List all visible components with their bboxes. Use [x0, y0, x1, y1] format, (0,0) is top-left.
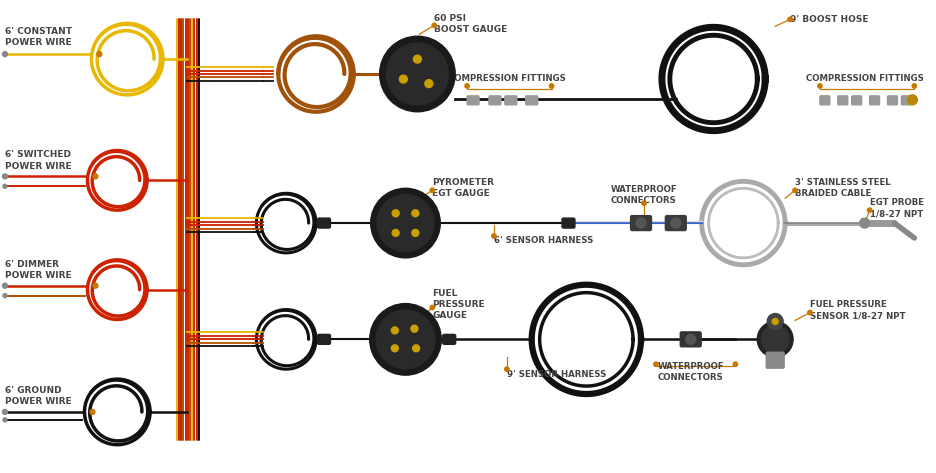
FancyBboxPatch shape: [887, 96, 898, 105]
Circle shape: [425, 79, 432, 88]
Circle shape: [465, 84, 469, 88]
Circle shape: [733, 362, 738, 367]
Circle shape: [757, 322, 793, 357]
Text: 9' BOOST HOSE: 9' BOOST HOSE: [790, 15, 869, 24]
Circle shape: [907, 95, 917, 105]
Text: 60 PSI
BOOST GAUGE: 60 PSI BOOST GAUGE: [434, 14, 507, 35]
Circle shape: [97, 52, 102, 57]
Circle shape: [913, 84, 916, 88]
Text: FUEL
PRESSURE
GAUGE: FUEL PRESSURE GAUGE: [432, 289, 485, 320]
Circle shape: [3, 184, 7, 188]
Circle shape: [788, 17, 792, 22]
Circle shape: [3, 283, 7, 288]
Circle shape: [808, 310, 812, 315]
FancyBboxPatch shape: [870, 96, 880, 105]
Circle shape: [772, 318, 778, 324]
Circle shape: [370, 304, 441, 375]
FancyBboxPatch shape: [505, 96, 517, 105]
Circle shape: [431, 188, 434, 193]
Circle shape: [376, 310, 435, 368]
FancyBboxPatch shape: [820, 96, 830, 105]
FancyBboxPatch shape: [489, 96, 501, 105]
Circle shape: [387, 43, 448, 105]
Circle shape: [636, 218, 646, 228]
Text: EGT PROBE
1/8-27 NPT: EGT PROBE 1/8-27 NPT: [870, 198, 924, 218]
Text: 6' DIMMER
POWER WIRE: 6' DIMMER POWER WIRE: [5, 260, 71, 280]
Circle shape: [3, 294, 7, 298]
Text: 3' STAINLESS STEEL
BRAIDED CABLE: 3' STAINLESS STEEL BRAIDED CABLE: [795, 178, 891, 198]
Circle shape: [868, 208, 871, 212]
Circle shape: [3, 410, 7, 414]
Circle shape: [377, 194, 434, 252]
Circle shape: [412, 229, 418, 236]
Circle shape: [93, 283, 98, 288]
FancyBboxPatch shape: [467, 96, 479, 105]
Circle shape: [93, 174, 98, 179]
Circle shape: [432, 23, 436, 27]
FancyBboxPatch shape: [680, 332, 701, 347]
FancyBboxPatch shape: [317, 218, 330, 228]
Circle shape: [412, 210, 418, 217]
Circle shape: [392, 210, 399, 217]
Text: WATERPROOF
CONNECTORS: WATERPROOF CONNECTORS: [657, 362, 724, 382]
FancyBboxPatch shape: [767, 352, 784, 368]
Circle shape: [761, 325, 789, 353]
Text: 6' SENSOR HARNESS: 6' SENSOR HARNESS: [494, 236, 593, 245]
Circle shape: [431, 306, 434, 310]
Circle shape: [371, 188, 440, 258]
Text: COMPRESSION FITTINGS: COMPRESSION FITTINGS: [806, 74, 924, 83]
Circle shape: [3, 52, 7, 57]
Circle shape: [90, 410, 95, 414]
FancyBboxPatch shape: [665, 216, 686, 230]
Text: 6' GROUND
POWER WIRE: 6' GROUND POWER WIRE: [5, 386, 71, 406]
Circle shape: [3, 174, 7, 179]
Circle shape: [549, 84, 554, 88]
Circle shape: [392, 229, 399, 236]
Circle shape: [413, 345, 419, 352]
Text: 6' SWITCHED
POWER WIRE: 6' SWITCHED POWER WIRE: [5, 150, 71, 171]
Circle shape: [3, 418, 7, 422]
Text: 9' SENSOR HARNESS: 9' SENSOR HARNESS: [507, 369, 607, 379]
Circle shape: [491, 234, 496, 238]
Text: 6' CONSTANT
POWER WIRE: 6' CONSTANT POWER WIRE: [5, 27, 72, 47]
FancyBboxPatch shape: [852, 96, 862, 105]
Circle shape: [400, 75, 407, 83]
FancyBboxPatch shape: [317, 334, 330, 344]
Text: FUEL PRESSURE
SENSOR 1/8-27 NPT: FUEL PRESSURE SENSOR 1/8-27 NPT: [810, 300, 905, 321]
Circle shape: [505, 367, 509, 371]
FancyBboxPatch shape: [838, 96, 848, 105]
Text: WATERPROOF
CONNECTORS: WATERPROOF CONNECTORS: [610, 185, 678, 205]
Circle shape: [380, 36, 455, 112]
Circle shape: [391, 345, 399, 352]
FancyBboxPatch shape: [526, 96, 537, 105]
Circle shape: [411, 325, 417, 332]
Circle shape: [859, 218, 870, 228]
Circle shape: [686, 334, 695, 344]
Circle shape: [818, 84, 822, 88]
Circle shape: [653, 362, 658, 367]
Text: PYROMETER
EGT GAUGE: PYROMETER EGT GAUGE: [432, 178, 494, 198]
Circle shape: [391, 327, 399, 334]
Text: COMPRESSION FITTINGS: COMPRESSION FITTINGS: [448, 74, 565, 83]
FancyBboxPatch shape: [443, 334, 456, 344]
Circle shape: [671, 218, 680, 228]
Circle shape: [768, 314, 783, 329]
FancyBboxPatch shape: [631, 216, 651, 230]
FancyBboxPatch shape: [901, 96, 912, 105]
Circle shape: [642, 201, 646, 205]
Circle shape: [414, 55, 421, 63]
Circle shape: [793, 188, 797, 193]
FancyBboxPatch shape: [562, 218, 575, 228]
